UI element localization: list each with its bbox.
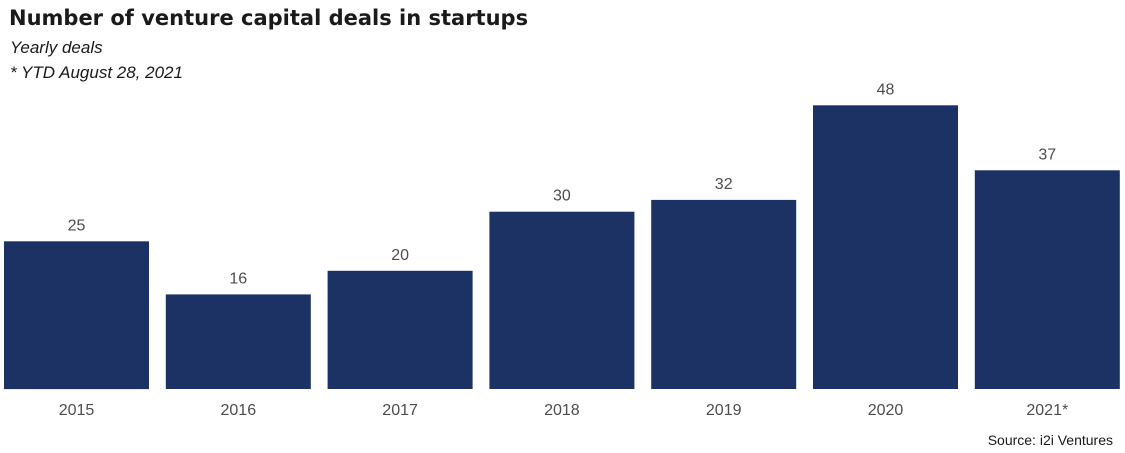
data-label-2016: 16 bbox=[229, 270, 247, 287]
x-tick-label-2019: 2019 bbox=[706, 402, 742, 419]
x-tick-label-2016: 2016 bbox=[221, 402, 257, 419]
x-tick-label-2018: 2018 bbox=[544, 402, 580, 419]
data-label-2018: 30 bbox=[553, 188, 571, 205]
bar-2017 bbox=[327, 270, 473, 389]
bar-2015 bbox=[4, 241, 149, 390]
x-tick-label-2021: 2021* bbox=[1026, 402, 1068, 419]
chart-title: Number of venture capital deals in start… bbox=[9, 6, 529, 30]
chart-note: * YTD August 28, 2021 bbox=[10, 63, 183, 82]
data-label-2015: 25 bbox=[68, 217, 86, 234]
x-tick-label-2015: 2015 bbox=[59, 402, 95, 419]
chart-source: Source: i2i Ventures bbox=[987, 432, 1113, 448]
x-tick-label-2020: 2020 bbox=[868, 402, 904, 419]
bar-2019 bbox=[651, 199, 797, 389]
data-label-2019: 32 bbox=[715, 176, 733, 193]
chart-subtitle: Yearly deals bbox=[10, 38, 103, 57]
bar-2016 bbox=[165, 294, 311, 389]
bar-2020 bbox=[813, 105, 958, 390]
data-label-2021: 37 bbox=[1038, 146, 1056, 163]
data-label-2017: 20 bbox=[391, 247, 409, 264]
bar-2018 bbox=[489, 211, 635, 389]
x-tick-label-2017: 2017 bbox=[382, 402, 418, 419]
data-label-2020: 48 bbox=[877, 81, 895, 98]
bar-2021 bbox=[974, 170, 1120, 389]
